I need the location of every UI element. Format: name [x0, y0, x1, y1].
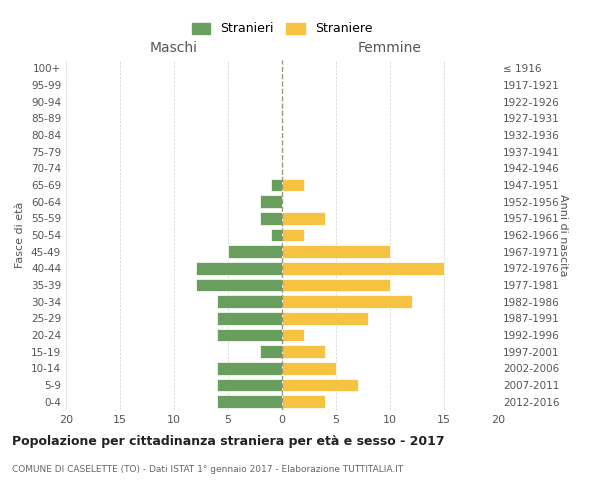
Bar: [282, 379, 358, 391]
Bar: [260, 196, 282, 208]
Bar: [282, 262, 444, 274]
Bar: [217, 379, 282, 391]
Y-axis label: Anni di nascita: Anni di nascita: [558, 194, 568, 276]
Bar: [282, 362, 336, 374]
Bar: [282, 279, 390, 291]
Bar: [271, 229, 282, 241]
Bar: [196, 279, 282, 291]
Bar: [228, 246, 282, 258]
Bar: [282, 229, 304, 241]
Bar: [282, 179, 304, 192]
Bar: [271, 179, 282, 192]
Bar: [217, 296, 282, 308]
Text: Maschi: Maschi: [150, 41, 198, 55]
Bar: [217, 396, 282, 408]
Bar: [217, 329, 282, 341]
Bar: [282, 246, 390, 258]
Bar: [282, 329, 304, 341]
Text: COMUNE DI CASELETTE (TO) - Dati ISTAT 1° gennaio 2017 - Elaborazione TUTTITALIA.: COMUNE DI CASELETTE (TO) - Dati ISTAT 1°…: [12, 465, 403, 474]
Bar: [217, 362, 282, 374]
Legend: Stranieri, Straniere: Stranieri, Straniere: [185, 16, 379, 42]
Bar: [282, 312, 368, 324]
Y-axis label: Fasce di età: Fasce di età: [16, 202, 25, 268]
Bar: [282, 296, 412, 308]
Bar: [260, 346, 282, 358]
Bar: [260, 212, 282, 224]
Bar: [282, 396, 325, 408]
Text: Femmine: Femmine: [358, 41, 422, 55]
Bar: [217, 312, 282, 324]
Bar: [196, 262, 282, 274]
Bar: [282, 346, 325, 358]
Bar: [282, 212, 325, 224]
Text: Popolazione per cittadinanza straniera per età e sesso - 2017: Popolazione per cittadinanza straniera p…: [12, 435, 445, 448]
